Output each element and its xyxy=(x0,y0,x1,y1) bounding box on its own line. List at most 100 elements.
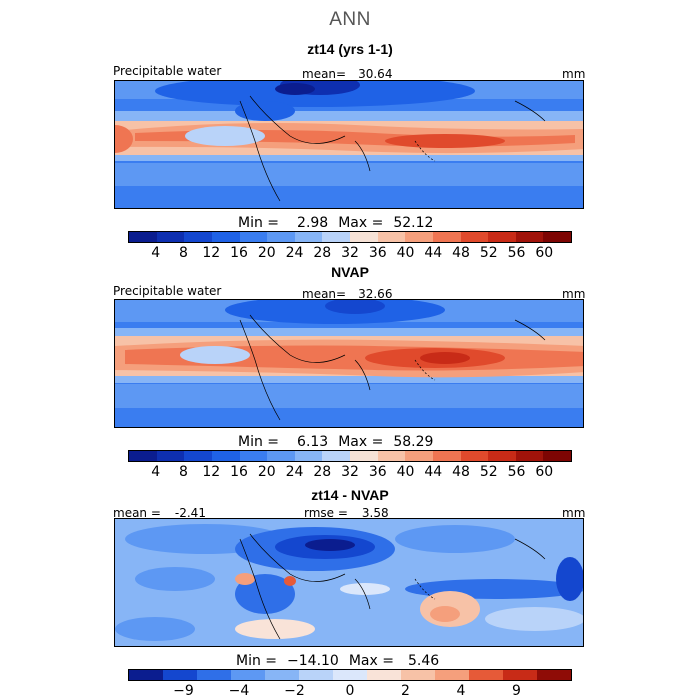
colorbar-swatch xyxy=(401,670,435,680)
panel1-max-label: Max = xyxy=(338,215,384,231)
colorbar-swatch xyxy=(299,670,333,680)
panel1-contour-plot xyxy=(115,81,583,208)
panel3-colorbar-ticks: −9 −4 −2 0 2 4 9 xyxy=(128,683,572,699)
colorbar-swatch xyxy=(267,232,295,242)
colorbar-swatch xyxy=(322,451,350,461)
panel1-field-label: Precipitable water xyxy=(113,64,222,78)
panel2-title: NVAP xyxy=(331,264,369,280)
panel1-mean-value: 30.64 xyxy=(358,67,393,81)
panel2-contour-plot xyxy=(115,300,583,427)
colorbar-tick-label: 16 xyxy=(230,464,248,480)
colorbar-tick-label: 24 xyxy=(285,245,304,261)
panel1-min-value: 2.98 xyxy=(297,215,329,231)
panel2-colorbar xyxy=(128,450,572,462)
colorbar-swatch xyxy=(197,670,231,680)
season-title: ANN xyxy=(329,9,371,30)
panel3-max-label: Max = xyxy=(348,653,394,669)
colorbar-swatch xyxy=(377,451,406,461)
colorbar-swatch xyxy=(515,451,544,461)
colorbar-tick-label: 60 xyxy=(535,464,554,480)
colorbar-swatch xyxy=(129,670,163,680)
colorbar-tick-label: 28 xyxy=(313,464,332,480)
colorbar-tick-label: 12 xyxy=(202,245,221,261)
colorbar-swatch xyxy=(405,232,433,242)
colorbar-tick-label: 2 xyxy=(401,683,410,699)
colorbar-tick-label: 32 xyxy=(341,464,359,480)
colorbar-tick-label: 4 xyxy=(151,464,161,480)
panel3-title: zt14 - NVAP xyxy=(311,487,389,503)
panel1-max-value: 52.12 xyxy=(393,215,434,231)
panel2-units: mm xyxy=(562,287,586,301)
colorbar-swatch xyxy=(156,232,185,242)
panel2-mean-label: mean= xyxy=(302,287,347,301)
panel2-min-value: 6.13 xyxy=(297,434,329,450)
colorbar-tick-label: 32 xyxy=(341,245,359,261)
panel1-map xyxy=(114,80,584,209)
colorbar-tick-label: 20 xyxy=(257,245,276,261)
panel2-min-label: Min = xyxy=(238,434,280,450)
colorbar-tick-label: −2 xyxy=(284,683,305,699)
panel2-colorbar-ticks: 4 8 12 16 20 24 28 32 36 40 44 48 52 56 60 xyxy=(128,464,572,480)
colorbar-swatch xyxy=(515,232,544,242)
panel3-rmse-label: rmse = xyxy=(304,506,348,520)
panel1-colorbar xyxy=(128,231,572,243)
colorbar-swatch xyxy=(163,670,197,680)
colorbar-swatch xyxy=(460,232,489,242)
panel3-contour-plot xyxy=(115,519,583,646)
colorbar-tick-label: 16 xyxy=(230,245,248,261)
colorbar-tick-label: −9 xyxy=(173,683,194,699)
colorbar-tick-label: 44 xyxy=(424,464,443,480)
panel1-mean: mean= 30.64 xyxy=(302,67,392,81)
colorbar-swatch xyxy=(265,670,299,680)
panel3-map xyxy=(114,518,584,647)
colorbar-swatch xyxy=(267,451,295,461)
panel3-min-label: Min = xyxy=(236,653,278,669)
colorbar-tick-label: 44 xyxy=(424,245,443,261)
colorbar-swatch xyxy=(156,451,185,461)
colorbar-tick-label: 56 xyxy=(507,464,526,480)
colorbar-swatch xyxy=(543,232,571,242)
colorbar-tick-label: −4 xyxy=(228,683,250,699)
panel3-rmse-value: 3.58 xyxy=(361,506,389,520)
colorbar-swatch xyxy=(211,451,240,461)
colorbar-tick-label: 12 xyxy=(202,464,221,480)
colorbar-swatch xyxy=(488,232,516,242)
colorbar-swatch xyxy=(405,451,433,461)
colorbar-swatch xyxy=(350,232,378,242)
panel3-rmse: rmse = 3.58 xyxy=(304,506,389,520)
panel1-colorbar-ticks: 4 8 12 16 20 24 28 32 36 40 44 48 52 56 60 xyxy=(128,245,572,261)
panel3-minmax: Min = −14.10 Max = 5.46 xyxy=(236,653,439,669)
colorbar-swatch xyxy=(184,232,212,242)
colorbar-swatch xyxy=(469,670,503,680)
colorbar-tick-label: 0 xyxy=(345,683,355,699)
colorbar-swatch xyxy=(333,670,367,680)
panel2-mean: mean= 32.66 xyxy=(302,287,392,301)
panel2-field-label: Precipitable water xyxy=(113,284,222,298)
colorbar-swatch xyxy=(367,670,401,680)
colorbar-swatch xyxy=(432,232,461,242)
panel3-mean: mean = -2.41 xyxy=(113,506,206,520)
colorbar-swatch xyxy=(294,451,323,461)
colorbar-tick-label: 9 xyxy=(512,683,521,699)
panel3-colorbar xyxy=(128,669,572,681)
colorbar-tick-label: 52 xyxy=(479,464,498,480)
panel1-units: mm xyxy=(562,67,586,81)
colorbar-swatch xyxy=(239,451,268,461)
colorbar-swatch xyxy=(377,232,406,242)
colorbar-tick-label: 8 xyxy=(179,245,188,261)
colorbar-tick-label: 20 xyxy=(257,464,276,480)
colorbar-tick-label: 40 xyxy=(396,245,415,261)
colorbar-tick-label: 8 xyxy=(179,464,188,480)
colorbar-tick-label: 4 xyxy=(456,683,466,699)
colorbar-tick-label: 56 xyxy=(507,245,526,261)
colorbar-tick-label: 48 xyxy=(452,245,470,261)
colorbar-swatch xyxy=(432,451,461,461)
colorbar-swatch xyxy=(435,670,469,680)
colorbar-swatch xyxy=(231,670,265,680)
panel1-min-label: Min = xyxy=(238,215,280,231)
colorbar-swatch xyxy=(184,451,212,461)
colorbar-tick-label: 36 xyxy=(368,245,387,261)
colorbar-swatch xyxy=(129,451,157,461)
panel3-mean-value: -2.41 xyxy=(174,506,206,520)
colorbar-tick-label: 52 xyxy=(479,245,498,261)
